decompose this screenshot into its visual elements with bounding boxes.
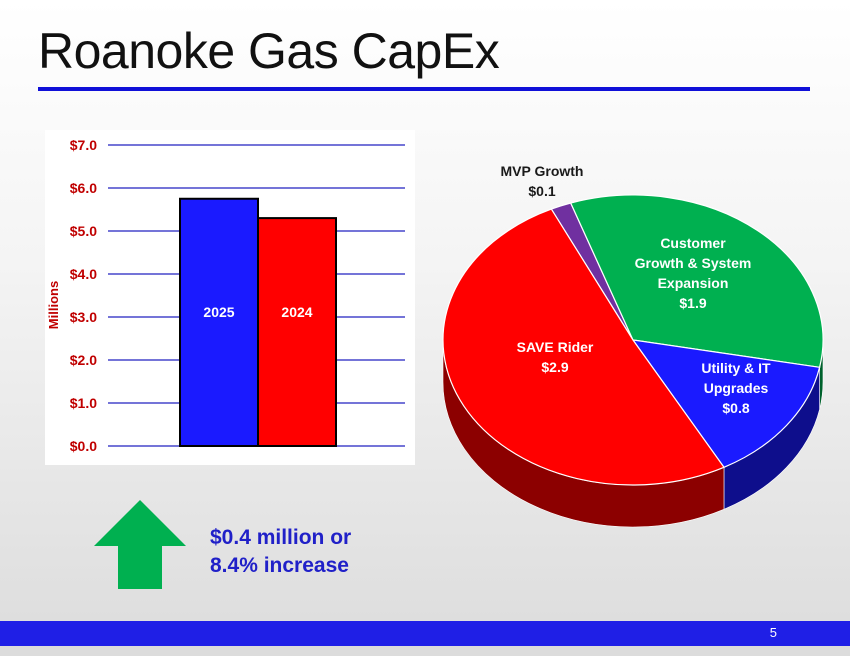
bar-label-2025: 2025 bbox=[203, 304, 234, 320]
y-axis-label: Millions bbox=[46, 281, 61, 329]
pie-label: $2.9 bbox=[541, 359, 568, 375]
pie-label: Customer bbox=[660, 235, 726, 251]
y-tick-label: $3.0 bbox=[70, 309, 97, 325]
pie-label: $1.9 bbox=[679, 295, 706, 311]
y-tick-label: $4.0 bbox=[70, 266, 97, 282]
pie-label: Utility & IT bbox=[701, 360, 771, 376]
increase-line-2: 8.4% increase bbox=[210, 554, 349, 577]
y-tick-label: $5.0 bbox=[70, 223, 97, 239]
bar-2025 bbox=[179, 197, 259, 447]
slide-title: Roanoke Gas CapEx bbox=[38, 23, 500, 79]
pie-label: Upgrades bbox=[704, 380, 769, 396]
bar-label-2024: 2024 bbox=[281, 304, 312, 320]
footer-bar: 5 bbox=[0, 621, 850, 646]
pie-label: MVP Growth bbox=[501, 163, 584, 179]
pie-slice bbox=[631, 339, 821, 469]
y-tick-label: $2.0 bbox=[70, 352, 97, 368]
pie-slice bbox=[442, 208, 725, 486]
bar-2024 bbox=[257, 217, 337, 447]
page-number: 5 bbox=[769, 625, 777, 640]
increase-line-1: $0.4 million or bbox=[210, 526, 352, 549]
increase-callout: $0.4 million or 8.4% increase bbox=[210, 524, 351, 580]
y-tick-label: $6.0 bbox=[70, 180, 97, 196]
pie-label: $0.1 bbox=[528, 183, 555, 199]
pie-slice bbox=[569, 194, 824, 369]
y-tick-label: $1.0 bbox=[70, 395, 97, 411]
pie-label: SAVE Rider bbox=[517, 339, 594, 355]
title-underline bbox=[38, 87, 810, 91]
y-tick-label: $0.0 bbox=[70, 438, 97, 454]
pie-label: $0.8 bbox=[722, 400, 749, 416]
y-tick-label: $7.0 bbox=[70, 137, 97, 153]
pie-label: Expansion bbox=[658, 275, 729, 291]
pie-label: Growth & System bbox=[635, 255, 752, 271]
